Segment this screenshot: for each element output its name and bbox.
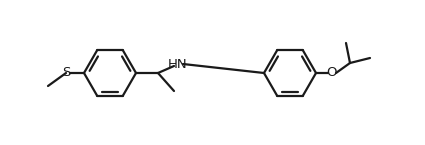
- Text: O: O: [327, 67, 337, 79]
- Text: S: S: [62, 67, 70, 79]
- Text: HN: HN: [168, 58, 188, 71]
